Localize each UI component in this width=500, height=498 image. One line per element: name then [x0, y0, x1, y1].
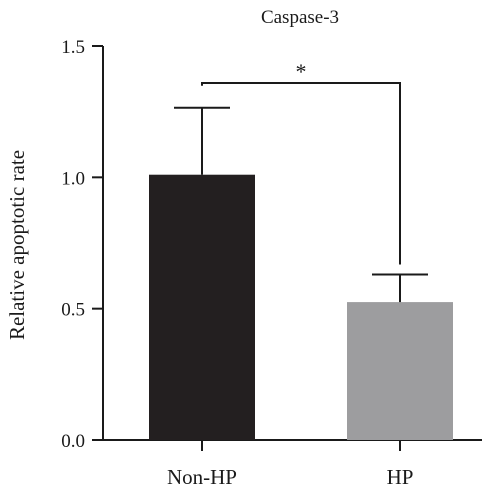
y-tick-label: 0.5 — [61, 300, 85, 321]
y-tick-label: 1.5 — [61, 37, 85, 58]
bars — [149, 174, 453, 440]
y-axis-label: Relative apoptotic rate — [5, 150, 29, 340]
x-ticks: Non-HP HP — [167, 440, 413, 489]
y-ticks: 0.0 0.5 1.0 1.5 — [61, 37, 103, 452]
significance-label: * — [296, 59, 307, 84]
error-bars — [174, 106, 428, 303]
y-tick-label: 1.0 — [61, 168, 85, 189]
bar-hp — [347, 302, 453, 440]
significance-bracket: * — [201, 59, 401, 265]
chart-title: Caspase-3 — [261, 7, 339, 28]
x-tick-label: HP — [387, 465, 414, 489]
significance-line — [201, 82, 401, 265]
x-tick-label: Non-HP — [167, 465, 237, 489]
bar-non-hp — [149, 174, 255, 440]
y-tick-label: 0.0 — [61, 431, 85, 452]
